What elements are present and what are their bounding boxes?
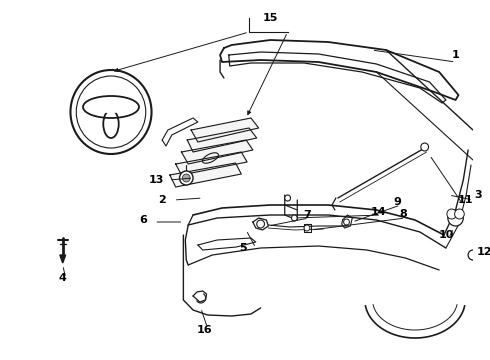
Circle shape [304, 225, 310, 231]
Text: 2: 2 [158, 195, 166, 205]
Circle shape [448, 210, 464, 226]
Circle shape [285, 195, 291, 201]
Text: 6: 6 [139, 215, 147, 225]
Circle shape [343, 219, 349, 225]
Text: 15: 15 [263, 13, 278, 23]
Circle shape [447, 209, 457, 219]
Text: 11: 11 [458, 195, 473, 205]
Text: 10: 10 [438, 230, 454, 240]
Text: 13: 13 [148, 175, 164, 185]
Text: 7: 7 [303, 210, 311, 220]
Circle shape [292, 215, 297, 221]
Text: 8: 8 [399, 209, 407, 219]
Polygon shape [176, 152, 247, 175]
Text: 5: 5 [240, 243, 247, 253]
Polygon shape [170, 163, 241, 187]
Circle shape [179, 171, 193, 185]
Circle shape [182, 174, 190, 182]
Text: 14: 14 [370, 207, 386, 217]
Text: 16: 16 [197, 325, 213, 335]
Circle shape [468, 250, 478, 260]
Polygon shape [60, 255, 66, 263]
Text: 9: 9 [394, 197, 402, 207]
Text: 12: 12 [477, 247, 490, 257]
Polygon shape [181, 140, 253, 164]
Text: 1: 1 [452, 50, 460, 60]
Polygon shape [191, 118, 259, 142]
Polygon shape [187, 128, 257, 152]
Circle shape [421, 143, 429, 151]
Ellipse shape [90, 101, 132, 113]
Text: 3: 3 [474, 190, 482, 200]
Text: 4: 4 [59, 273, 67, 283]
Circle shape [257, 220, 265, 228]
Circle shape [455, 209, 464, 219]
